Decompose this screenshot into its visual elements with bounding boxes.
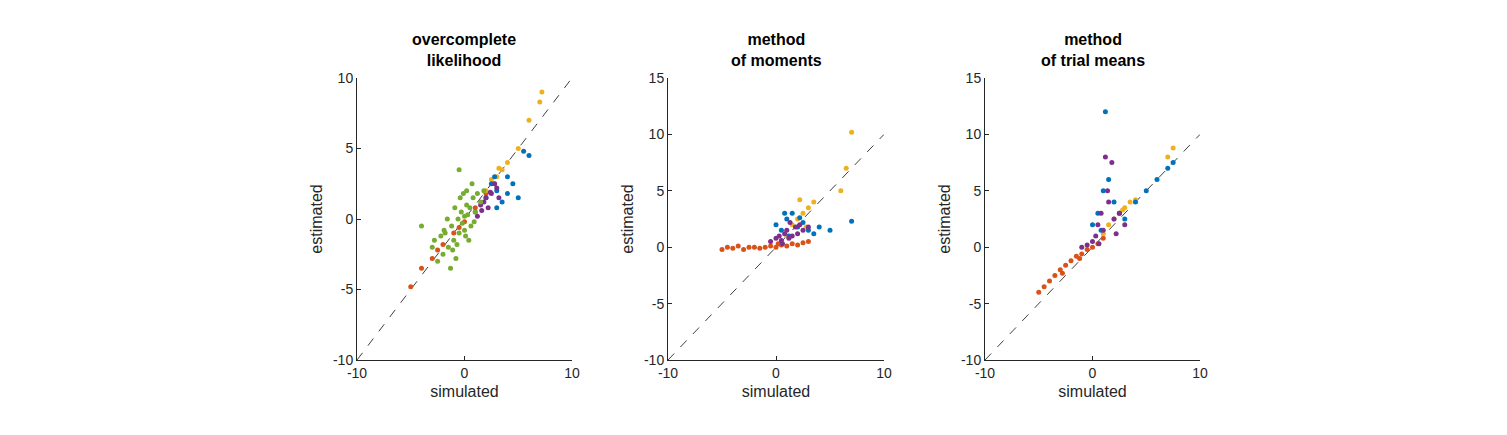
svg-text:-10: -10 bbox=[975, 365, 995, 381]
svg-text:10: 10 bbox=[1192, 365, 1208, 381]
svg-text:5: 5 bbox=[345, 140, 353, 156]
svg-text:-5: -5 bbox=[652, 296, 665, 312]
svg-text:estimated: estimated bbox=[936, 184, 953, 253]
svg-text:-10: -10 bbox=[658, 365, 678, 381]
svg-text:estimated: estimated bbox=[308, 184, 325, 253]
svg-text:10: 10 bbox=[564, 365, 580, 381]
svg-text:10: 10 bbox=[338, 70, 354, 86]
svg-text:estimated: estimated bbox=[619, 184, 636, 253]
svg-text:0: 0 bbox=[1089, 365, 1097, 381]
svg-text:-5: -5 bbox=[341, 281, 354, 297]
svg-text:-10: -10 bbox=[333, 352, 353, 368]
svg-text:0: 0 bbox=[345, 211, 353, 227]
svg-text:methodof trial means: methodof trial means bbox=[1041, 31, 1145, 69]
svg-text:10: 10 bbox=[649, 126, 665, 142]
svg-text:overcompletelikelihood: overcompletelikelihood bbox=[412, 31, 516, 69]
svg-text:methodof moments: methodof moments bbox=[731, 31, 822, 69]
svg-text:15: 15 bbox=[649, 70, 665, 86]
svg-text:15: 15 bbox=[966, 70, 982, 86]
svg-text:0: 0 bbox=[461, 365, 469, 381]
svg-text:10: 10 bbox=[876, 365, 892, 381]
svg-text:0: 0 bbox=[973, 239, 981, 255]
svg-text:simulated: simulated bbox=[742, 383, 810, 400]
svg-text:-10: -10 bbox=[961, 352, 981, 368]
svg-text:-10: -10 bbox=[347, 365, 367, 381]
svg-text:5: 5 bbox=[656, 183, 664, 199]
svg-text:simulated: simulated bbox=[1058, 383, 1126, 400]
svg-text:simulated: simulated bbox=[430, 383, 498, 400]
svg-text:-5: -5 bbox=[969, 296, 982, 312]
svg-text:5: 5 bbox=[973, 183, 981, 199]
svg-text:0: 0 bbox=[656, 239, 664, 255]
svg-text:0: 0 bbox=[772, 365, 780, 381]
svg-text:10: 10 bbox=[966, 126, 982, 142]
svg-text:-10: -10 bbox=[644, 352, 664, 368]
